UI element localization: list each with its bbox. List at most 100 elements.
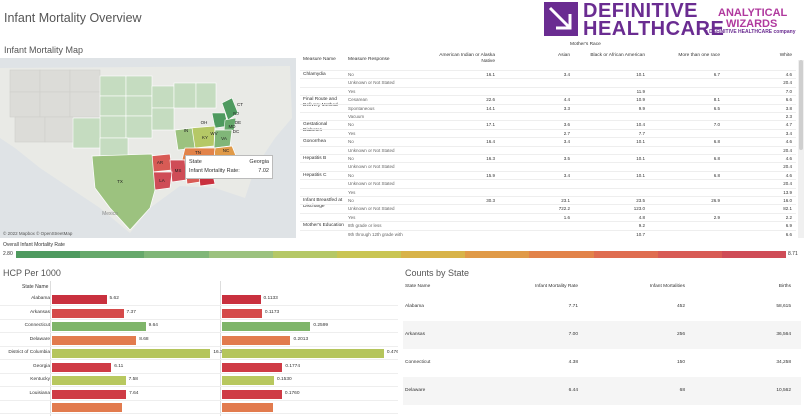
map-label-nj: NJ: [233, 111, 239, 116]
measure-value: 3.5: [563, 156, 570, 161]
map-attribution[interactable]: © 2022 Mapbox © OpenStreetMap: [3, 231, 73, 236]
measure-value: 6.7: [713, 72, 720, 77]
hcp-bar-per-1000[interactable]: [52, 308, 124, 318]
counts-row[interactable]: Delaware 6.44 68 10,562: [403, 377, 801, 405]
measure-row[interactable]: Spontaneous 14.1 3.3 9.9 6.5 3.8: [300, 103, 796, 112]
hcp-row[interactable]: Delaware 8.68 0.2013: [0, 334, 398, 348]
measure-row[interactable]: Unknown or Not Stated 20.4: [300, 162, 796, 170]
measure-row[interactable]: Mother's Education 8th grade or less 9.2 6.…: [300, 221, 796, 229]
hcp-bar-ratio[interactable]: [222, 335, 291, 345]
measure-value: 6.6: [785, 97, 792, 103]
measure-name: Hepatitis C: [303, 172, 327, 178]
measure-table-scrollbar[interactable]: [798, 60, 804, 238]
measure-col-header: White: [779, 53, 792, 58]
partner-line2: WIZARDS: [726, 18, 778, 30]
hcp-bar-per-1000[interactable]: [52, 376, 126, 385]
measure-value: 10.9: [636, 97, 645, 103]
counts-cell-births: 36,564: [776, 332, 791, 337]
measure-name: Gonorrhea: [303, 139, 326, 145]
measure-row[interactable]: Gestational Diabetes No 17.1 3.6 10.4 7.0 4.7: [300, 120, 796, 133]
counts-cell-state: Delaware: [405, 388, 426, 393]
counts-row[interactable]: Connecticut 4.38 150 34,258: [403, 349, 801, 377]
hcp-row[interactable]: Georgia 6.11 0.1774: [0, 361, 398, 375]
hcp-bar-ratio[interactable]: [222, 322, 311, 331]
measure-table[interactable]: Mother's Race Measure Name Measure Respon…: [300, 40, 796, 238]
map-tooltip: State Georgia Infant Mortality Rate: 7.02: [185, 155, 273, 179]
hcp-row[interactable]: Connecticut 9.64 0.2599: [0, 320, 398, 334]
measure-response: Yes: [348, 88, 356, 94]
measure-row[interactable]: Yes 1.6 4.8 2.9 2.2: [300, 212, 796, 221]
hcp-value-label: 9.64: [148, 323, 158, 328]
counts-table[interactable]: State Name Infant Mortality Rate Infant Mo…: [403, 281, 801, 416]
measure-value: 3.4: [563, 139, 570, 145]
hcp-bar-per-1000[interactable]: [52, 403, 122, 412]
measure-row[interactable]: Yes 2.7 7.7 3.4: [300, 128, 796, 137]
measure-value: 6.5: [713, 105, 720, 111]
hcp-ratio-label: 0.1530: [277, 377, 292, 382]
infant-mortality-map[interactable]: TX AR MS AL GA LA TN KY SC NC VA WV OH I…: [0, 58, 296, 238]
measure-row[interactable]: Gonorrhea No 16.4 3.4 10.1 6.8 4.6: [300, 137, 796, 145]
hcp-state-header: State Name: [22, 284, 49, 290]
hcp-bar-ratio[interactable]: [222, 308, 262, 318]
hcp-row[interactable]: Louisiana 7.64 0.1760: [0, 388, 398, 402]
measure-row[interactable]: Vacuum 2.3: [300, 112, 796, 120]
hcp-bar-per-1000[interactable]: [52, 389, 127, 399]
hcp-row[interactable]: District of Columbia 16.32 0.4761: [0, 347, 398, 361]
measure-row[interactable]: Chlamydia No 16.1 3.4 10.1 6.7 4.6: [300, 70, 796, 78]
measure-row[interactable]: Yes 11.9 7.0: [300, 86, 796, 95]
hcp-bar-per-1000[interactable]: [52, 295, 107, 304]
hcp-ratio-label: 0.2013: [293, 336, 309, 342]
hcp-bar-per-1000[interactable]: [52, 335, 137, 345]
hcp-bar-ratio[interactable]: [222, 403, 273, 412]
measure-response: Unknown or Not Stated: [348, 164, 395, 170]
measure-value: 17.1: [486, 122, 495, 128]
measure-name: Infant Breastfed at Discharge: [303, 198, 343, 209]
measure-row[interactable]: Hepatitis B No 16.3 3.5 10.1 6.8 4.6: [300, 154, 796, 162]
measure-row[interactable]: Unknown or Not Stated 20.4: [300, 78, 796, 86]
hcp-state-name: Delaware: [29, 336, 50, 342]
hcp-bar-per-1000[interactable]: [52, 322, 146, 331]
measure-value: 3.4: [563, 172, 570, 178]
hcp-value-label: 8.68: [139, 336, 149, 342]
measure-row[interactable]: Unknown or Not Stated 20.4: [300, 179, 796, 187]
map-label-de: DE: [235, 120, 241, 125]
measure-row[interactable]: Hepatitis C No 15.9 3.4 10.1 6.8 4.6: [300, 170, 796, 179]
measure-row[interactable]: Unknown or Not Stated 722.2 123.0 82.1: [300, 204, 796, 212]
measure-value: 3.6: [563, 122, 570, 128]
measure-row[interactable]: 9th through 12th grade with 10.7 6.6: [300, 229, 796, 238]
hcp-row[interactable]: Kentucky 7.58 0.1530: [0, 374, 398, 388]
measure-response: No: [348, 156, 354, 161]
measure-response: Yes: [348, 189, 356, 195]
hcp-value-label: 7.64: [129, 390, 139, 396]
counts-row[interactable]: Arkansas 7.00 256 36,564: [403, 321, 801, 349]
measure-row[interactable]: Yes 13.9: [300, 187, 796, 196]
measure-response: 8th grade or less: [348, 223, 382, 229]
measure-value: 9.9: [638, 105, 645, 111]
measure-row[interactable]: Unknown or Not Stated 20.4: [300, 145, 796, 154]
counts-cell-rate: 4.38: [568, 360, 578, 365]
legend-swatch: [336, 251, 402, 258]
measure-row[interactable]: Final Route and Delivery Method Cesarean 2…: [300, 95, 796, 108]
map-label-in: IN: [184, 128, 189, 133]
legend-swatch: [529, 251, 594, 258]
hcp-chart[interactable]: State Name Alabama 5.62 0.1133 Arkansas 7.37…: [0, 281, 398, 416]
hcp-row[interactable]: [0, 401, 398, 415]
counts-cell-state: Alabama: [405, 304, 424, 309]
hcp-bar-per-1000[interactable]: [52, 362, 112, 372]
counts-col-header: Births: [778, 284, 791, 289]
hcp-bar-ratio[interactable]: [222, 362, 283, 372]
hcp-bar-per-1000[interactable]: [52, 349, 211, 358]
hcp-title: HCP Per 1000: [3, 268, 61, 278]
measure-value: 22.6: [486, 97, 495, 103]
hcp-bar-ratio[interactable]: [222, 349, 384, 358]
measure-response: 9th through 12th grade with: [348, 231, 403, 237]
hcp-row[interactable]: Arkansas 7.37 0.1173: [0, 307, 398, 321]
measure-row[interactable]: Infant Breastfed at Discharge No 30.3 23.1 2…: [300, 196, 796, 209]
hcp-row[interactable]: Alabama 5.62 0.1133: [0, 293, 398, 307]
measure-response: Yes: [348, 130, 356, 136]
hcp-bar-ratio[interactable]: [222, 295, 261, 304]
counts-row[interactable]: Alabama 7.71 452 58,615: [403, 293, 801, 321]
hcp-bar-ratio[interactable]: [222, 376, 275, 385]
hcp-bar-ratio[interactable]: [222, 389, 282, 399]
measure-value: 4.6: [785, 72, 792, 77]
